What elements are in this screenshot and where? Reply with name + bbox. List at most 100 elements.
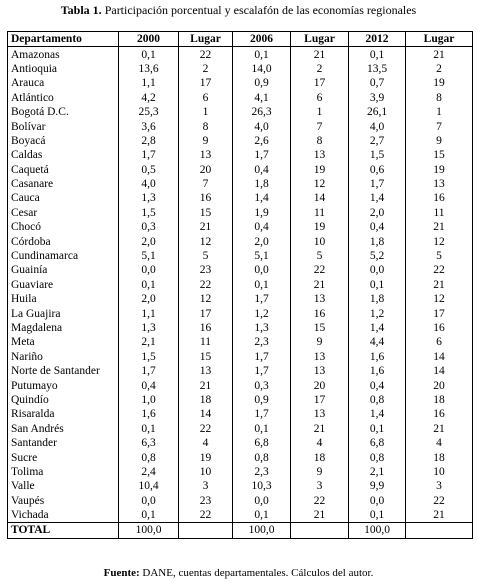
value-cell: 0,5 [118, 162, 179, 177]
header-cell: 2000 [118, 31, 179, 48]
value-cell: 2,0 [118, 234, 179, 249]
value-cell: 13 [405, 176, 473, 192]
value-cell: 0,4 [348, 378, 406, 393]
value-cell: 1,7 [232, 349, 291, 364]
value-cell: 0,1 [118, 46, 179, 62]
source-note: Fuente: DANE, cuentas departamentales. C… [0, 567, 477, 579]
value-cell: 1,6 [118, 407, 179, 422]
value-cell: 1,8 [232, 176, 291, 192]
table-row: Arauca 1,1 17 0,9 17 0,7 19 [7, 76, 473, 91]
value-cell: 17 [405, 306, 473, 321]
department-cell: Cundinamarca [7, 248, 119, 264]
table-row: Vichada 0,1 22 0,1 21 0,1 21 [7, 507, 473, 523]
value-cell: 2,3 [232, 335, 291, 350]
value-cell: 1,6 [348, 363, 406, 379]
value-cell: 20 [290, 378, 349, 393]
value-cell: 2,1 [118, 335, 179, 350]
value-cell: 17 [290, 392, 349, 408]
value-cell: 9 [290, 335, 349, 350]
value-cell: 5 [405, 248, 473, 264]
value-cell: 2,4 [118, 464, 179, 480]
department-cell: Putumayo [7, 378, 119, 393]
value-cell: 16 [290, 306, 349, 321]
department-cell: Guainía [7, 263, 119, 278]
value-cell: 16 [178, 320, 233, 336]
value-cell: 22 [178, 277, 233, 293]
value-cell: 0,9 [232, 76, 291, 91]
department-cell: Cauca [7, 191, 119, 206]
value-cell: 9,9 [348, 479, 406, 494]
table-row: Putumayo 0,4 21 0,3 20 0,4 20 [7, 378, 473, 393]
table-row: Cauca 1,3 16 1,4 14 1,4 16 [7, 191, 473, 206]
value-cell: 2 [178, 61, 233, 77]
table-row: Sucre 0,8 19 0,8 18 0,8 18 [7, 450, 473, 465]
department-cell: Chocó [7, 220, 119, 235]
value-cell: 18 [405, 450, 473, 465]
value-cell: 11 [290, 205, 349, 221]
value-cell: 5 [290, 248, 349, 264]
value-cell: 19 [405, 76, 473, 91]
table-row: Magdalena 1,3 16 1,3 15 1,4 16 [7, 320, 473, 336]
department-cell: Vaupés [7, 493, 119, 508]
value-cell: 1,3 [118, 191, 179, 206]
value-cell: 15 [405, 148, 473, 163]
total-label: TOTAL [7, 522, 119, 539]
department-cell: Bolívar [7, 119, 119, 134]
table-row: Caquetá 0,5 20 0,4 19 0,6 19 [7, 162, 473, 177]
table-row: Casanare 4,0 7 1,8 12 1,7 13 [7, 176, 473, 192]
value-cell: 0,4 [232, 162, 291, 177]
value-cell: 21 [178, 378, 233, 393]
value-cell: 9 [178, 133, 233, 149]
value-cell: 1,7 [118, 363, 179, 379]
data-table: Departamento 2000 Lugar 2006 Lugar 2012 Lugar … [7, 31, 473, 539]
source-label: Fuente: [103, 567, 140, 579]
value-cell: 1,7 [232, 292, 291, 307]
department-cell: Magdalena [7, 320, 119, 336]
table-row: Tolima 2,4 10 2,3 9 2,1 10 [7, 464, 473, 480]
department-cell: Risaralda [7, 407, 119, 422]
value-cell: 1,7 [348, 176, 406, 192]
value-cell: 0,1 [348, 46, 406, 62]
value-cell: 0,1 [232, 46, 291, 62]
title-label: Tabla 1. [60, 3, 102, 17]
value-cell: 14 [178, 407, 233, 422]
value-cell: 10 [405, 464, 473, 480]
department-cell: Meta [7, 335, 119, 350]
total-row: TOTAL 100,0 100,0 100,0 [7, 522, 473, 539]
title-text: Participación porcentual y escalafón de … [104, 3, 417, 17]
table-row: Risaralda 1,6 14 1,7 13 1,4 16 [7, 407, 473, 422]
value-cell: 1,7 [118, 148, 179, 163]
value-cell: 1,5 [118, 349, 179, 364]
department-cell: Antioquia [7, 61, 119, 77]
value-cell: 1,2 [348, 306, 406, 321]
value-cell: 10,3 [232, 479, 291, 494]
value-cell: 22 [178, 46, 233, 62]
table-row: San Andrés 0,1 22 0,1 21 0,1 21 [7, 421, 473, 436]
value-cell: 13,6 [118, 61, 179, 77]
table-row: Boyacá 2,8 9 2,6 8 2,7 9 [7, 133, 473, 149]
value-cell: 0,1 [348, 421, 406, 436]
header-cell: Departamento [7, 31, 119, 48]
value-cell: 10 [178, 464, 233, 480]
value-cell: 21 [290, 46, 349, 62]
table-row: Cundinamarca 5,1 5 5,1 5 5,2 5 [7, 248, 473, 264]
value-cell: 0,0 [348, 263, 406, 278]
value-cell: 22 [405, 493, 473, 508]
value-cell: 0,8 [348, 392, 406, 408]
source-text: DANE, cuentas departamentales. Cálculos … [142, 567, 374, 579]
value-cell: 0,1 [118, 507, 179, 523]
value-cell: 6,8 [348, 435, 406, 451]
value-cell: 18 [178, 392, 233, 408]
value-cell: 9 [405, 133, 473, 149]
header-row: Departamento 2000 Lugar 2006 Lugar 2012 Lugar [7, 31, 473, 48]
value-cell: 0,3 [232, 378, 291, 393]
value-cell: 0,6 [348, 162, 406, 177]
value-cell: 1,7 [232, 407, 291, 422]
table-row: Atlántico 4,2 6 4,1 6 3,9 8 [7, 90, 473, 105]
header-cell: Lugar [290, 31, 349, 48]
value-cell: 1,5 [118, 205, 179, 221]
value-cell: 13 [290, 349, 349, 364]
value-cell: 12 [178, 292, 233, 307]
department-cell: Córdoba [7, 234, 119, 249]
table-row: Bogotá D.C. 25,3 1 26,3 1 26,1 1 [7, 104, 473, 120]
